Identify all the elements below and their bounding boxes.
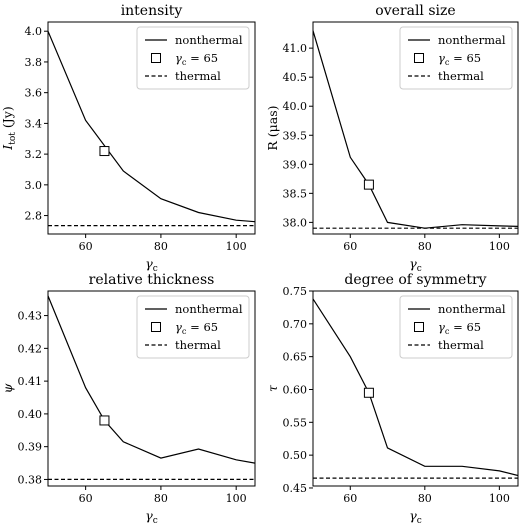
data-marker	[99, 415, 110, 426]
nonthermal-line	[48, 30, 255, 223]
y-tick-label: 38.0	[283, 216, 308, 229]
y-tick-label: 0.39	[18, 441, 43, 454]
x-tick-label: 100	[489, 492, 510, 505]
x-tick-label: 80	[154, 240, 168, 253]
legend: nonthermal γc = 65 thermal	[399, 295, 513, 359]
x-axis-label: γc	[409, 508, 422, 525]
legend-label: nonthermal	[175, 302, 243, 316]
legend-label: thermal	[175, 338, 221, 352]
panel-1: intensity 60 80 100 2.8 3.0 3.2 3.4 3.6 3.8 4.0 γc I…	[0, 3, 256, 274]
plot-frame	[312, 290, 519, 487]
y-tick-label: 3.8	[25, 56, 43, 69]
y-tick-label: 0.50	[283, 449, 308, 462]
y-tick-label: 41.0	[283, 42, 308, 55]
panel-title: intensity	[121, 3, 183, 19]
legend-label: nonthermal	[438, 302, 506, 316]
y-tick-label: 0.70	[283, 318, 308, 331]
legend: nonthermal γc = 65 thermal	[399, 26, 513, 90]
legend: nonthermal γc = 65 thermal	[136, 26, 250, 90]
x-tick-label: 100	[226, 492, 247, 505]
panel-4: degree of symmetry 60 80 100 0.45 0.50 0.55 0.6…	[265, 272, 519, 525]
legend-label: thermal	[438, 338, 484, 352]
plot-frame	[47, 290, 256, 487]
panel-title: overall size	[375, 3, 455, 19]
x-axis-label: γc	[409, 256, 422, 274]
data-marker	[363, 387, 374, 398]
legend-label: nonthermal	[438, 33, 506, 47]
legend-label: γc = 65	[438, 51, 481, 67]
data-marker	[99, 146, 110, 157]
y-tick-label: 3.0	[25, 179, 43, 192]
x-tick-label: 60	[79, 492, 93, 505]
nonthermal-line	[48, 295, 255, 464]
y-axis-label: ψ	[0, 383, 15, 393]
y-tick-label: 4.0	[25, 25, 43, 38]
x-tick-label: 60	[79, 240, 93, 253]
legend-swatch-marker	[151, 53, 161, 63]
y-axis-label: R (μas)	[265, 105, 280, 150]
y-tick-label: 3.6	[25, 87, 43, 100]
y-tick-label: 0.55	[283, 416, 308, 429]
plot-frame	[312, 21, 519, 235]
legend-box	[136, 295, 250, 359]
y-tick-label: 38.5	[283, 187, 308, 200]
y-tick-label: 0.40	[18, 408, 43, 421]
y-tick-label: 39.5	[283, 129, 308, 142]
nonthermal-line	[313, 30, 518, 229]
x-axis-label: γc	[145, 256, 158, 274]
x-tick-label: 80	[418, 492, 432, 505]
legend: nonthermal γc = 65 thermal	[136, 295, 250, 359]
legend-label: thermal	[438, 69, 484, 83]
legend-label: thermal	[175, 69, 221, 83]
y-tick-label: 0.75	[283, 285, 308, 298]
legend-swatch-marker	[414, 322, 424, 332]
data-marker	[363, 179, 374, 190]
y-tick-label: 0.38	[18, 473, 43, 486]
panel-2: overall size 60 80 100 38.0 38.5 39.0 39.5 40.0 4…	[265, 3, 519, 274]
legend-label: γc = 65	[175, 320, 218, 336]
legend-box	[399, 295, 513, 359]
legend-label: γc = 65	[175, 51, 218, 67]
panel-title: relative thickness	[89, 272, 215, 288]
y-axis-label: Itot (Jy)	[0, 106, 18, 150]
legend-box	[399, 26, 513, 90]
x-tick-label: 60	[343, 240, 357, 253]
y-tick-label: 0.45	[283, 482, 308, 495]
y-tick-label: 39.0	[283, 158, 308, 171]
y-tick-label: 2.8	[25, 210, 43, 223]
y-tick-label: 0.42	[18, 342, 43, 355]
legend-label: nonthermal	[175, 33, 243, 47]
y-tick-label: 3.4	[25, 117, 43, 130]
legend-swatch-marker	[414, 53, 424, 63]
x-tick-label: 100	[226, 240, 247, 253]
y-tick-label: 3.2	[25, 148, 43, 161]
legend-swatch-marker	[151, 322, 161, 332]
x-tick-label: 60	[343, 492, 357, 505]
y-tick-label: 0.41	[18, 375, 43, 388]
legend-box	[136, 26, 250, 90]
y-tick-label: 0.43	[18, 310, 43, 323]
panel-title: degree of symmetry	[344, 272, 486, 288]
panel-3: relative thickness 60 80 100 0.38 0.39 0.40 0.4…	[0, 272, 256, 525]
x-tick-label: 100	[489, 240, 510, 253]
y-axis-label: τ	[265, 384, 280, 392]
y-tick-label: 40.5	[283, 71, 308, 84]
x-axis-label: γc	[145, 508, 158, 525]
y-tick-label: 40.0	[283, 100, 308, 113]
nonthermal-line	[313, 298, 518, 477]
legend-label: γc = 65	[438, 320, 481, 336]
plot-frame	[47, 21, 256, 235]
y-tick-label: 0.60	[283, 383, 308, 396]
y-tick-label: 0.65	[283, 351, 308, 364]
x-tick-label: 80	[418, 240, 432, 253]
x-tick-label: 80	[154, 492, 168, 505]
